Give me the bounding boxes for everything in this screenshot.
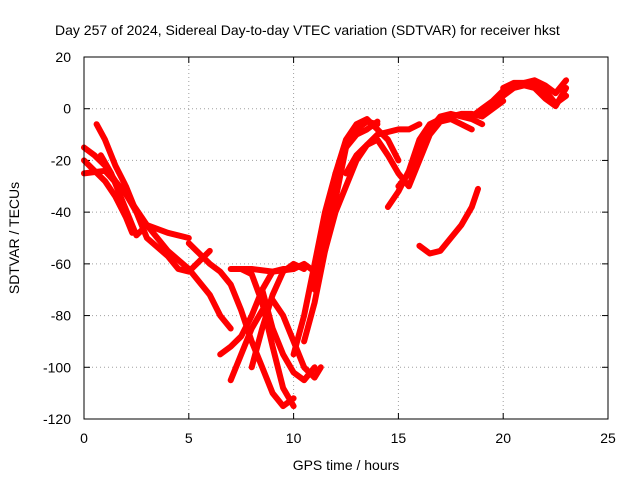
data-layer [81,77,570,410]
x-tick-label: 20 [495,430,511,446]
x-tick-label: 25 [600,430,616,446]
series-track-12 [259,286,318,384]
x-tick-label: 0 [80,430,88,446]
series-track-23 [500,77,570,97]
y-tick-label: -100 [43,359,71,375]
y-tick-label: -60 [51,256,71,272]
series-track-5 [97,152,192,241]
axes: 0 5 10 15 20 25 -120 -100 -80 -60 -40 -20 0 20 [43,49,616,446]
y-tick-label: -120 [43,411,71,427]
x-tick-label: 15 [391,430,407,446]
y-tick-label: -40 [51,204,71,220]
series-track-11 [248,260,308,371]
y-axis-label: SDTVAR / TECUs [6,182,22,294]
x-axis-label: GPS time / hours [293,457,400,473]
chart-title: Day 257 of 2024, Sidereal Day-to-day VTE… [55,22,560,38]
y-tick-label: 20 [55,49,71,65]
y-tick-label: -20 [51,152,71,168]
series-track-6 [185,240,297,410]
series-track-10 [238,266,297,410]
series-track-4 [93,121,213,275]
x-tick-label: 5 [185,430,193,446]
series-track-19 [395,110,486,190]
series-track-13 [290,118,381,358]
grid-layer [84,57,608,419]
y-tick-label: -80 [51,308,71,324]
x-tick-label: 10 [286,430,302,446]
y-tick-label: 0 [63,101,71,117]
series-track-20 [416,185,481,257]
series-track-15 [311,116,402,293]
plot-frame [83,56,609,420]
